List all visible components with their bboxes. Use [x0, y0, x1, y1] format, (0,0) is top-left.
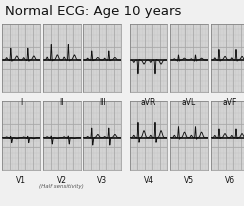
Text: V3: V3 [97, 175, 107, 184]
Text: aVF: aVF [222, 98, 237, 107]
Text: V4: V4 [143, 175, 154, 184]
Text: V5: V5 [184, 175, 194, 184]
Text: aVL: aVL [182, 98, 196, 107]
Text: V1: V1 [16, 175, 26, 184]
Text: I: I [20, 98, 22, 107]
Text: II: II [60, 98, 64, 107]
Text: III: III [99, 98, 106, 107]
Text: aVR: aVR [141, 98, 156, 107]
Text: V6: V6 [224, 175, 234, 184]
Text: Normal ECG: Age 10 years: Normal ECG: Age 10 years [5, 5, 181, 18]
Text: (Half sensitivity): (Half sensitivity) [40, 183, 84, 188]
Text: V2: V2 [57, 175, 67, 184]
